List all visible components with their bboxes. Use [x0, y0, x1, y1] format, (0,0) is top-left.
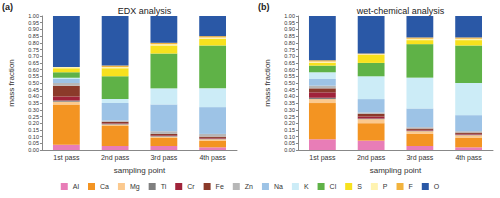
svg-text:0.55: 0.55 [284, 73, 295, 79]
svg-text:S: S [357, 183, 362, 190]
svg-text:0.55: 0.55 [28, 73, 39, 79]
svg-text:0.40: 0.40 [28, 93, 39, 99]
svg-text:0.80: 0.80 [284, 40, 295, 46]
svg-text:0.05: 0.05 [28, 140, 39, 146]
svg-text:0.10: 0.10 [28, 134, 39, 140]
svg-text:3rd pass: 3rd pass [406, 154, 433, 162]
svg-text:P: P [383, 183, 388, 190]
svg-text:0.45: 0.45 [28, 87, 39, 93]
svg-text:0.25: 0.25 [284, 114, 295, 120]
svg-text:0.70: 0.70 [284, 53, 295, 59]
svg-text:0.75: 0.75 [284, 47, 295, 53]
svg-text:0.20: 0.20 [28, 120, 39, 126]
svg-text:0.85: 0.85 [28, 33, 39, 39]
svg-text:0.40: 0.40 [284, 93, 295, 99]
svg-text:0.90: 0.90 [284, 26, 295, 32]
svg-text:mass fraction: mass fraction [263, 59, 272, 107]
svg-text:0.30: 0.30 [284, 107, 295, 113]
svg-text:4th pass: 4th pass [455, 154, 482, 162]
svg-text:0.65: 0.65 [28, 60, 39, 66]
svg-text:0.90: 0.90 [28, 26, 39, 32]
svg-text:0.30: 0.30 [28, 107, 39, 113]
svg-text:(b): (b) [258, 2, 270, 12]
svg-text:Mg: Mg [130, 183, 140, 191]
svg-text:0.20: 0.20 [284, 120, 295, 126]
svg-text:0.95: 0.95 [284, 20, 295, 26]
svg-text:Na: Na [274, 183, 283, 190]
svg-text:K: K [304, 183, 309, 190]
svg-text:0.10: 0.10 [284, 134, 295, 140]
svg-text:Al: Al [73, 183, 80, 190]
svg-text:0.35: 0.35 [284, 100, 295, 106]
svg-text:1st pass: 1st pass [309, 154, 336, 162]
svg-text:mass fraction: mass fraction [7, 59, 16, 107]
svg-text:0.80: 0.80 [28, 40, 39, 46]
svg-text:1.00: 1.00 [284, 13, 295, 19]
svg-text:O: O [434, 183, 440, 190]
svg-text:Fe: Fe [216, 183, 224, 190]
svg-text:(a): (a) [2, 2, 13, 12]
svg-text:0.50: 0.50 [28, 80, 39, 86]
svg-text:0.05: 0.05 [284, 140, 295, 146]
svg-text:sampling point: sampling point [370, 166, 422, 175]
svg-text:Ti: Ti [161, 183, 167, 190]
svg-text:1.00: 1.00 [28, 13, 39, 19]
svg-text:wet-chemical analysis: wet-chemical analysis [356, 6, 445, 16]
svg-text:F: F [409, 183, 413, 190]
svg-text:2nd pass: 2nd pass [101, 154, 130, 162]
svg-text:2nd pass: 2nd pass [357, 154, 386, 162]
svg-text:0.50: 0.50 [284, 80, 295, 86]
svg-text:Zn: Zn [245, 183, 253, 190]
svg-text:4th pass: 4th pass [199, 154, 226, 162]
svg-text:Cr: Cr [187, 183, 195, 190]
svg-text:0.45: 0.45 [284, 87, 295, 93]
svg-text:0.15: 0.15 [28, 127, 39, 133]
svg-text:0.00: 0.00 [28, 147, 39, 153]
svg-text:3rd pass: 3rd pass [150, 154, 177, 162]
svg-text:0.60: 0.60 [28, 67, 39, 73]
svg-text:0.70: 0.70 [28, 53, 39, 59]
svg-text:0.75: 0.75 [28, 47, 39, 53]
svg-text:sampling point: sampling point [114, 166, 166, 175]
svg-text:1st pass: 1st pass [53, 154, 80, 162]
svg-text:EDX analysis: EDX analysis [118, 6, 172, 16]
svg-text:0.95: 0.95 [28, 20, 39, 26]
svg-text:0.60: 0.60 [284, 67, 295, 73]
svg-text:0.85: 0.85 [284, 33, 295, 39]
svg-text:0.15: 0.15 [284, 127, 295, 133]
svg-text:0.00: 0.00 [284, 147, 295, 153]
svg-text:Ca: Ca [100, 183, 109, 190]
svg-text:0.35: 0.35 [28, 100, 39, 106]
svg-text:0.25: 0.25 [28, 114, 39, 120]
svg-text:Cl: Cl [330, 183, 337, 190]
svg-text:0.65: 0.65 [284, 60, 295, 66]
